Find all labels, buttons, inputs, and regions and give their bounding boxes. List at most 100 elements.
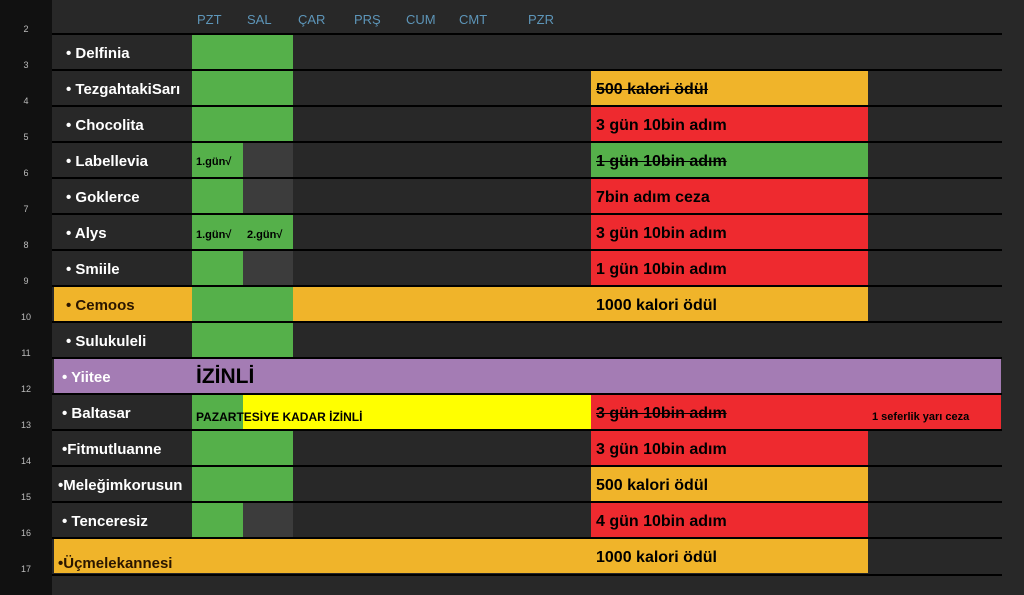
cell-purple[interactable] (54, 359, 1001, 393)
cell-red[interactable] (591, 179, 868, 213)
participant-name: • Sulukuleli (66, 333, 147, 350)
participant-name: •Meleğimkorusun (58, 477, 183, 494)
grid-line (52, 285, 1002, 287)
row-number: 9 (23, 276, 29, 286)
participant-name: • TezgahtakiSarı (66, 81, 181, 98)
grid-line (52, 501, 1002, 503)
grid-line (52, 574, 1002, 576)
row-number: 10 (20, 312, 31, 322)
row-number: 4 (23, 96, 29, 106)
cell-green[interactable] (192, 395, 243, 429)
day-header: SAL (247, 12, 272, 27)
extra-note: 1 seferlik yarı ceza (872, 411, 970, 423)
cell-green[interactable] (192, 35, 293, 69)
participant-name: • Labellevia (66, 153, 148, 170)
participant-name: • Chocolita (66, 117, 144, 134)
cell-red[interactable] (591, 107, 868, 141)
cell-green[interactable] (192, 179, 243, 213)
cell-green[interactable] (192, 143, 243, 177)
cell-red[interactable] (591, 215, 868, 249)
row-number: 7 (23, 204, 29, 214)
cell-red[interactable] (591, 251, 868, 285)
note-text: 3 gün 10bin adım (596, 441, 727, 458)
cell-yellow[interactable] (243, 395, 591, 429)
cell-orange[interactable] (591, 467, 868, 501)
row-number: 12 (20, 384, 31, 394)
day-check-label: 2.gün√ (247, 229, 283, 241)
participant-name: • Delfinia (66, 45, 130, 62)
note-text: 1 gün 10bin adım (596, 153, 727, 170)
grid-line (52, 141, 1002, 143)
day-header: PZT (197, 12, 222, 27)
day-check-label: 1.gün√ (196, 229, 232, 241)
day-header: PZR (528, 12, 554, 27)
row-number: 3 (23, 60, 29, 70)
cell-green[interactable] (192, 323, 293, 357)
row-number: 2 (23, 24, 29, 34)
cell-orange[interactable] (591, 71, 868, 105)
grid-line (52, 465, 1002, 467)
cell-red[interactable] (591, 431, 868, 465)
cell-green[interactable] (192, 431, 293, 465)
cell-green[interactable] (192, 215, 293, 249)
grid-line (52, 357, 1002, 359)
row-number: 15 (20, 492, 31, 502)
cell-gray[interactable] (243, 503, 293, 537)
grid-line (52, 537, 1002, 539)
grid-line (52, 249, 1002, 251)
cell-red[interactable] (591, 395, 1001, 429)
day-header: ÇAR (298, 12, 326, 27)
note-text: 3 gün 10bin adım (596, 225, 727, 242)
cell-gray[interactable] (243, 143, 293, 177)
participant-name: • Tenceresiz (62, 513, 148, 530)
cell-orange[interactable] (54, 539, 868, 573)
day-header: CMT (459, 12, 488, 27)
cell-green[interactable] (192, 503, 243, 537)
note-text: 4 gün 10bin adım (596, 513, 727, 530)
grid-line (52, 321, 1002, 323)
note-text: 1000 kalori ödül (596, 549, 717, 566)
day-header: CUM (406, 12, 436, 27)
note-text: 1000 kalori ödül (596, 297, 717, 314)
cell-gray[interactable] (243, 179, 293, 213)
cell-green[interactable] (591, 143, 868, 177)
participant-name: •Fitmutluanne (62, 441, 162, 458)
cell-green[interactable] (192, 251, 243, 285)
cell-gray[interactable] (243, 251, 293, 285)
cell-orange[interactable] (293, 287, 868, 321)
row-number: 17 (20, 564, 31, 574)
grid-line (52, 105, 1002, 107)
participant-name: • Smiile (66, 261, 120, 278)
cell-green[interactable] (192, 107, 293, 141)
day-check-label: 1.gün√ (196, 156, 232, 168)
participant-name: • Baltasar (62, 405, 131, 422)
grid-line (52, 213, 1002, 215)
grid-line (52, 69, 1002, 71)
note-text: 7bin adım ceza (596, 189, 710, 206)
grid-line (52, 429, 1002, 431)
participant-name: • Cemoos (66, 297, 135, 314)
cell-green[interactable] (192, 71, 293, 105)
status-text: PAZARTESİYE KADAR İZİNLİ (196, 410, 363, 424)
grid-line (52, 33, 1002, 35)
note-text: 500 kalori ödül (596, 477, 709, 494)
status-text: İZİNLİ (196, 365, 255, 388)
row-number: 11 (21, 348, 31, 358)
cell-green[interactable] (192, 287, 293, 321)
row-number: 5 (23, 132, 29, 142)
cell-red[interactable] (591, 503, 868, 537)
participant-name: • Yiitee (62, 369, 111, 386)
note-text: 3 gün 10bin adım (596, 405, 727, 422)
row-number: 14 (20, 456, 31, 466)
note-text: 500 kalori ödül (596, 81, 709, 98)
row-number: 13 (20, 420, 31, 430)
participant-name: • Alys (66, 225, 107, 242)
participant-name: •Üçmelekannesi (58, 555, 173, 572)
note-text: 1 gün 10bin adım (596, 261, 727, 278)
row-number: 8 (23, 240, 29, 250)
cell-orange[interactable] (54, 287, 192, 321)
participant-name: • Goklerce (66, 189, 140, 206)
cell-green[interactable] (192, 467, 293, 501)
grid-line (52, 177, 1002, 179)
row-number: 6 (23, 168, 29, 178)
